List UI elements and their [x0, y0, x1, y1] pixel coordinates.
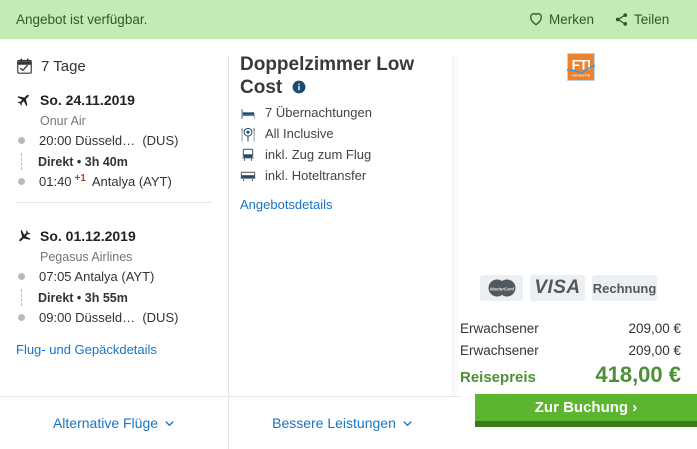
svg-text:TOURISTIK: TOURISTIK — [572, 73, 591, 77]
svg-text:MasterCard: MasterCard — [489, 286, 513, 291]
